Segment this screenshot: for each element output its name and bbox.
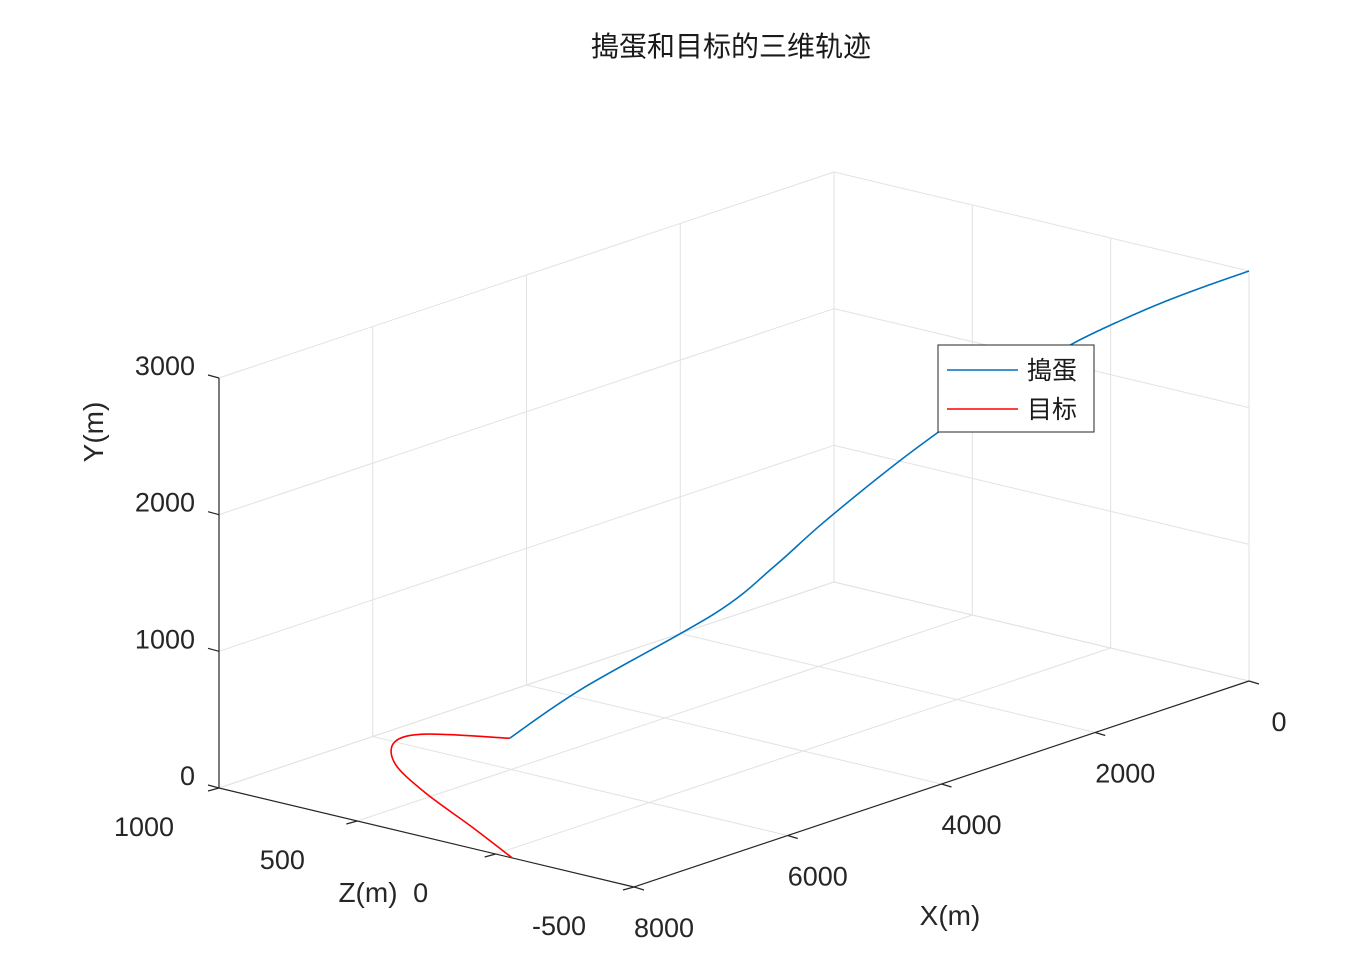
y-tick-1 xyxy=(207,647,220,652)
z-tick-label-3: 1000 xyxy=(114,812,174,842)
z-tick-0 xyxy=(622,886,635,891)
x-tick-1 xyxy=(1095,731,1106,737)
y-tick-0 xyxy=(207,784,220,789)
y-tick-2 xyxy=(207,511,220,516)
x-tick-label-0: 0 xyxy=(1271,707,1286,737)
legend[interactable]: 搗蛋 目标 xyxy=(937,344,1095,433)
x-tick-label-4: 8000 xyxy=(634,913,694,943)
legend-box xyxy=(937,344,1095,433)
x-tick-label-2: 4000 xyxy=(941,810,1001,840)
z-tick-2 xyxy=(346,820,358,825)
x-axis-label: X(m) xyxy=(920,900,981,931)
z-axis-label: Z(m) xyxy=(338,877,397,908)
grid-line-y-sidewall-0 xyxy=(833,581,1250,682)
z-axis-line xyxy=(218,787,635,888)
chart-title: 搗蛋和目标的三维轨迹 xyxy=(591,30,871,63)
series-line-1 xyxy=(390,733,513,859)
y-tick-3 xyxy=(207,374,220,379)
grid-line-z-floor-2 xyxy=(357,614,973,822)
x-tick-4 xyxy=(633,886,645,891)
x-tick-3 xyxy=(787,834,798,840)
y-axis-label: Y(m) xyxy=(78,402,109,463)
series-layer xyxy=(390,270,1250,859)
x-tick-2 xyxy=(941,783,952,788)
grid-line-x-floor-3 xyxy=(372,736,788,836)
z-tick-1 xyxy=(484,853,496,858)
x-tick-0 xyxy=(1248,680,1260,685)
legend-label-series-1: 目标 xyxy=(1027,395,1077,424)
y-tick-label-2: 2000 xyxy=(135,488,195,518)
grid-line-x-floor-2 xyxy=(526,684,942,785)
grid-line-y-backwall-1 xyxy=(218,444,835,652)
x-tick-label-3: 6000 xyxy=(788,862,848,892)
y-tick-label-0: 0 xyxy=(180,761,195,791)
z-tick-label-2: 500 xyxy=(260,845,305,875)
x-tick-label-1: 2000 xyxy=(1095,759,1155,789)
grid-line-y-backwall-0 xyxy=(218,581,835,789)
z-tick-3 xyxy=(207,787,220,792)
grid-line-y-backwall-2 xyxy=(218,308,835,516)
y-tick-label-1: 1000 xyxy=(135,624,195,654)
grid-line-y-backwall-3 xyxy=(218,171,835,379)
series-line-0 xyxy=(509,270,1250,739)
grid-line-y-sidewall-1 xyxy=(833,444,1250,545)
z-tick-label-0: -500 xyxy=(532,911,586,941)
y-tick-label-3: 3000 xyxy=(135,351,195,381)
z-tick-label-1: 0 xyxy=(413,878,428,908)
grid-line-x-floor-1 xyxy=(680,633,1096,733)
grid-line-y-sidewall-3 xyxy=(833,171,1250,272)
grid-line-z-floor-1 xyxy=(495,647,1111,855)
legend-label-series-0: 搗蛋 xyxy=(1027,356,1077,385)
label-layer: 02000400060008000-5000500100001000200030… xyxy=(114,351,1287,943)
axis-layer xyxy=(207,374,1260,891)
